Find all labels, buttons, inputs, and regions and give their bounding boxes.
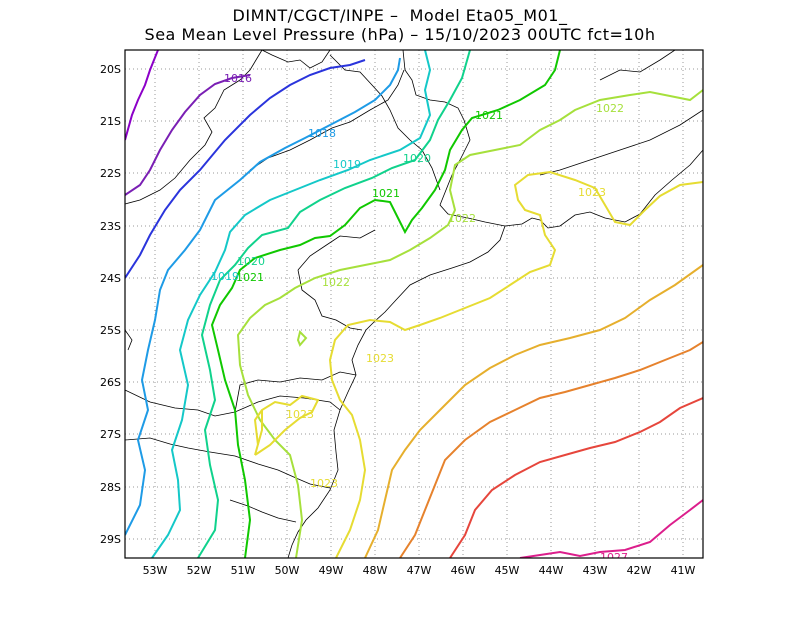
grid [125,50,703,558]
isobar-1023 [328,170,703,558]
label-1022-east: 1022 [596,102,624,115]
label-1023-south: 1023 [310,477,338,490]
lon-label: 49W [319,564,344,577]
lon-label: 43W [583,564,608,577]
isobar-1018 [125,57,401,536]
lon-label: 44W [539,564,564,577]
lon-label: 52W [187,564,212,577]
label-1021-northeast: 1021 [475,109,503,122]
label-1023-east: 1023 [578,186,606,199]
label-1016: 1016 [224,72,252,85]
isobar-1019 [151,50,432,558]
lat-label: 26S [100,376,121,389]
isobar-1015 [125,50,159,141]
latitude-labels: 20S 21S 22S 23S 24S 25S 26S 27S 28S 29S [100,63,121,546]
lat-label: 27S [100,428,121,441]
label-1022-south: 1022 [322,276,350,289]
lon-label: 46W [451,564,476,577]
lat-label: 23S [100,220,121,233]
isobar-1021 [210,50,561,558]
lon-label: 51W [231,564,256,577]
isobar-1026 [449,397,703,558]
lat-label: 20S [100,63,121,76]
lon-label: 50W [275,564,300,577]
label-1027: 1027 [600,551,628,564]
isobar-1016 [125,74,251,196]
lon-label: 41W [671,564,696,577]
lat-label: 28S [100,481,121,494]
contour-labels: 1016 1018 1019 1019 1020 1020 1021 1021 … [211,72,628,564]
isobar-1024 [364,264,703,558]
label-1022-center: 1022 [448,212,476,225]
label-1019-south: 1019 [211,270,239,283]
label-1023-inland: 1023 [286,408,314,421]
label-1019-north: 1019 [333,158,361,171]
lat-label: 22S [100,167,121,180]
isobar-1027 [519,499,703,558]
lon-label: 47W [407,564,432,577]
lat-label: 25S [100,324,121,337]
isobar-1023b [254,394,320,456]
title-line-1: DIMNT/CGCT/INPE – Model Eta05_M01_ [232,6,568,25]
label-1018: 1018 [308,127,336,140]
isobar-1020 [197,50,471,558]
plot-frame [124,49,704,559]
label-1020-north: 1020 [403,152,431,165]
coastline [125,50,703,558]
lon-label: 48W [363,564,388,577]
lat-label: 24S [100,272,121,285]
isobars [125,50,703,558]
isobar-1022 [236,89,703,558]
longitude-labels: 53W 52W 51W 50W 49W 48W 47W 46W 45W 44W … [143,564,696,577]
isobar-1025 [399,341,703,558]
lon-label: 45W [495,564,520,577]
isobar-1017 [125,59,366,279]
isobar-1023c [253,409,263,446]
chart-title: DIMNT/CGCT/INPE – Model Eta05_M01_ Sea M… [0,6,800,44]
label-1021-center: 1021 [372,187,400,200]
lon-label: 53W [143,564,168,577]
isobar-1022b [296,330,308,347]
lat-label: 29S [100,533,121,546]
label-1021-south: 1021 [236,271,264,284]
label-1020-south: 1020 [237,255,265,268]
label-1023-coast: 1023 [366,352,394,365]
lon-label: 42W [627,564,652,577]
lat-label: 21S [100,115,121,128]
title-line-2: Sea Mean Level Pressure (hPa) – 15/10/20… [144,25,656,44]
